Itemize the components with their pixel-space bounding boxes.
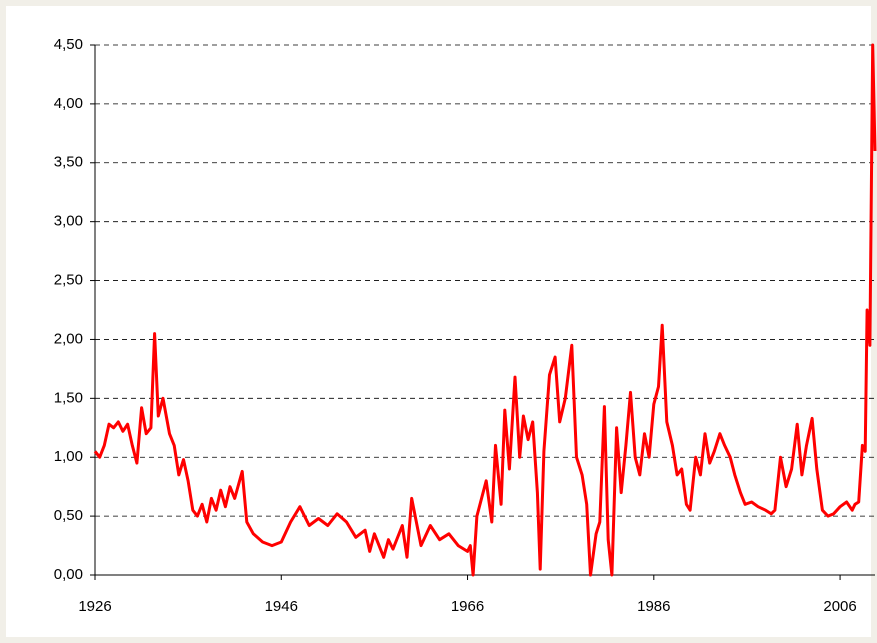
x-tick-label: 1926 (78, 598, 111, 615)
y-tick-label: 1,00 (54, 448, 83, 465)
y-tick-label: 0,00 (54, 566, 83, 583)
x-tick-label: 1986 (637, 598, 670, 615)
y-tick-label: 4,00 (54, 95, 83, 112)
x-tick-label: 1946 (265, 598, 298, 615)
y-tick-label: 3,50 (54, 154, 83, 171)
y-tick-label: 1,50 (54, 389, 83, 406)
y-tick-label: 0,50 (54, 507, 83, 524)
x-tick-label: 1966 (451, 598, 484, 615)
x-tick-label: 2006 (823, 598, 856, 615)
line-series (93, 43, 877, 577)
y-tick-label: 4,50 (54, 36, 83, 53)
y-tick-label: 2,00 (54, 330, 83, 347)
chart-area (6, 6, 871, 637)
y-tick-label: 2,50 (54, 272, 83, 289)
y-tick-label: 3,00 (54, 213, 83, 230)
